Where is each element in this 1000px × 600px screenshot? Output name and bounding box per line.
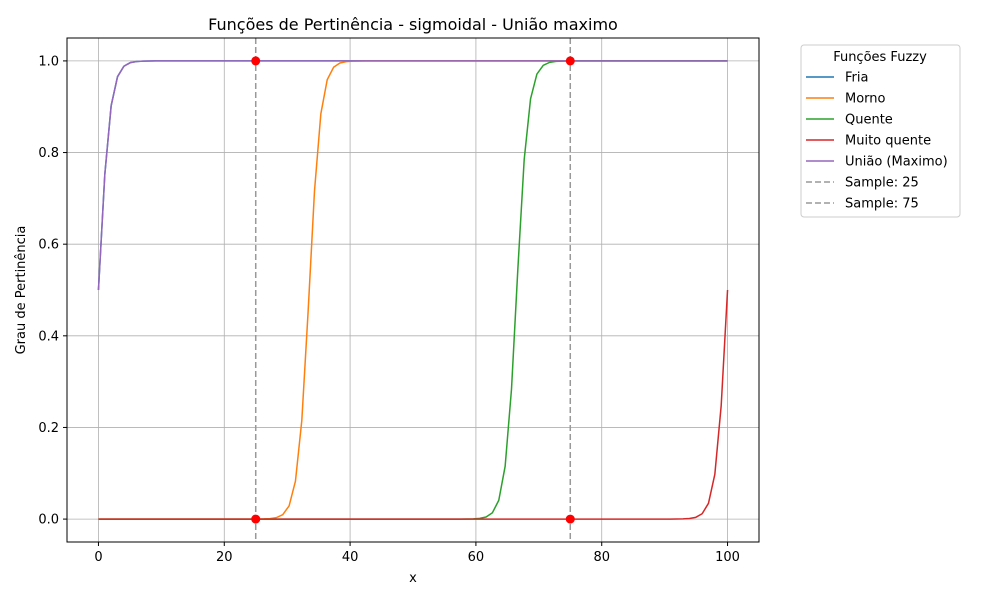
y-axis-label: Grau de Pertinência — [14, 226, 29, 355]
legend-box — [800, 44, 961, 218]
y-axis-ticks: 0.0 0.2 0.4 0.6 0.8 1.0 — [38, 54, 67, 528]
series-layer — [97, 60, 729, 520]
x-tick-label: 0 — [94, 550, 102, 565]
y-tick-label: 0.8 — [38, 146, 59, 161]
y-tick-label: 0.4 — [38, 329, 59, 344]
sample-layer — [254, 38, 572, 542]
x-tick-label: 80 — [593, 550, 610, 565]
marker-layer — [251, 56, 575, 524]
sample-marker — [251, 56, 261, 66]
legend-label: Fria — [845, 71, 868, 86]
legend: Funções Fuzzy Fria Morno Quente Muito quent… — [800, 44, 961, 218]
legend-label: Morno — [845, 92, 886, 107]
legend-label: Quente — [845, 113, 893, 128]
y-tick-label: 0.2 — [38, 421, 59, 436]
legend-label: Muito quente — [845, 134, 931, 149]
grid — [67, 38, 759, 542]
x-tick-label: 60 — [468, 550, 485, 565]
legend-label: Sample: 25 — [845, 176, 919, 191]
legend-title: Funções Fuzzy — [833, 50, 927, 65]
x-axis-label: x — [409, 571, 417, 586]
chart-title: Funções de Pertinência - sigmoidal - Uni… — [208, 15, 618, 34]
sample-marker — [251, 514, 261, 524]
legend-label: Sample: 75 — [845, 197, 919, 212]
x-tick-label: 100 — [715, 550, 740, 565]
y-tick-label: 0.6 — [38, 238, 59, 253]
sample-marker — [565, 514, 575, 524]
sample-marker — [565, 56, 575, 66]
y-tick-label: 0.0 — [38, 513, 59, 528]
plot-frame — [66, 37, 760, 543]
legend-label: União (Maximo) — [845, 155, 948, 170]
x-tick-label: 40 — [342, 550, 359, 565]
series-line-uni-o-maximo- — [97, 60, 728, 291]
legend-items: Fria Morno Quente Muito quente União (Maximo… — [806, 71, 948, 212]
x-tick-label: 20 — [216, 550, 233, 565]
y-tick-label: 1.0 — [38, 54, 59, 69]
x-axis-ticks: 0 20 40 60 80 100 — [94, 542, 740, 565]
series-line-muito-quente — [98, 289, 729, 520]
